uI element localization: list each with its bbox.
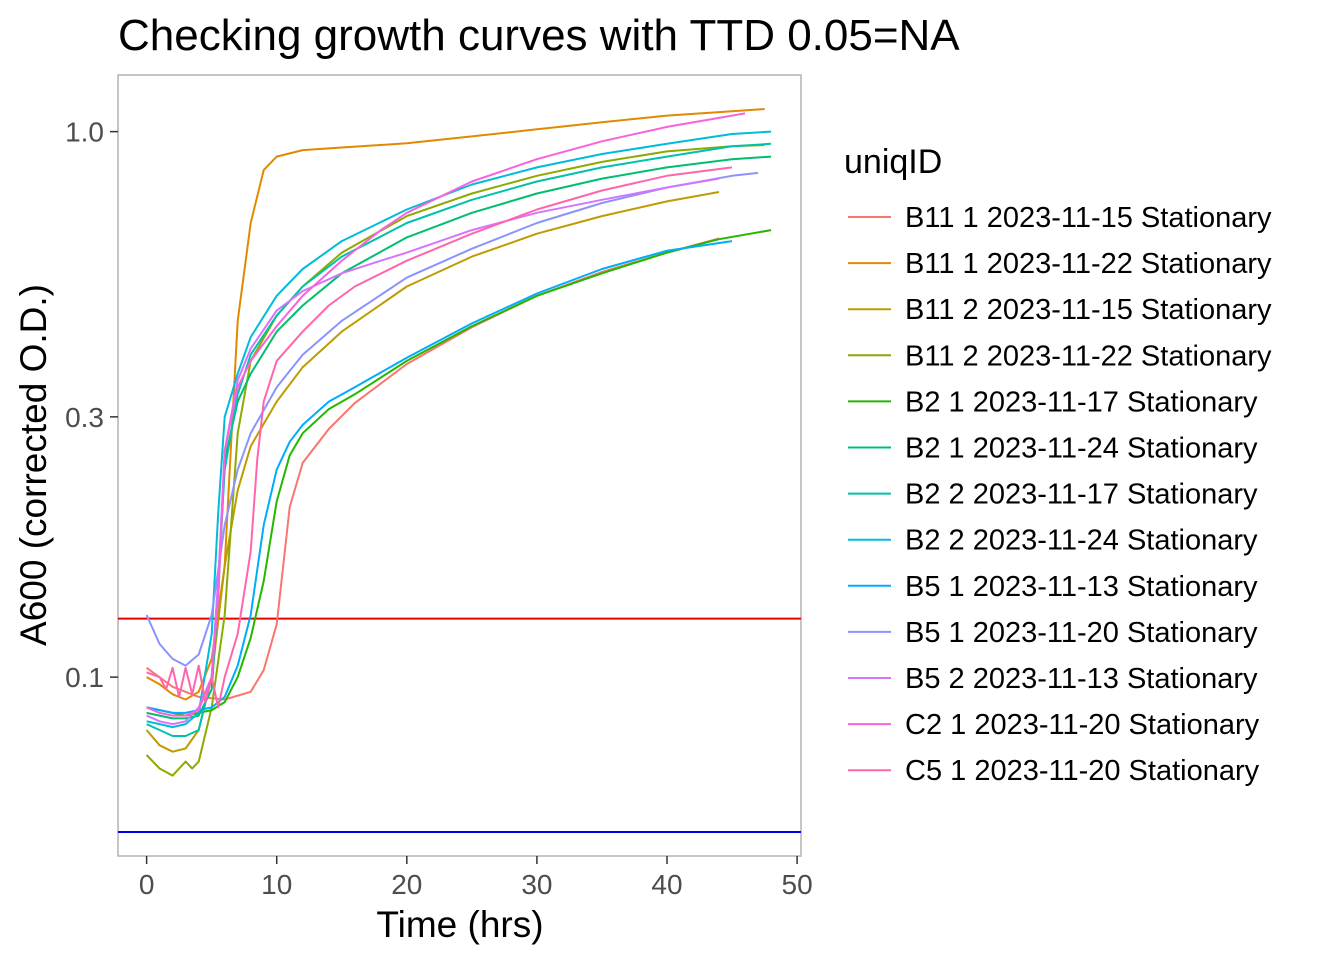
legend-title: uniqID — [844, 143, 942, 181]
legend-label-9: B5 1 2023-11-13 Stationary — [905, 571, 1258, 603]
x-tick-label: 40 — [651, 869, 682, 900]
series-line-2 — [146, 108, 765, 701]
plot-panel-border — [117, 74, 802, 857]
series-line-4 — [145, 144, 765, 777]
legend-label-12: C2 1 2023-11-20 Stationary — [905, 709, 1260, 741]
y-axis-title: A600 (corrected O.D.) — [13, 284, 54, 646]
x-tick-label: 10 — [261, 869, 292, 900]
reference-lines — [118, 617, 801, 834]
legend-label-1: B11 1 2023-11-15 Stationary — [905, 202, 1272, 234]
legend-label-5: B2 1 2023-11-17 Stationary — [905, 386, 1258, 418]
x-tick-label: 30 — [521, 869, 552, 900]
legend-label-10: B5 1 2023-11-20 Stationary — [905, 617, 1258, 649]
series-line-9 — [146, 240, 733, 714]
series-line-7 — [146, 142, 772, 737]
series-line-6 — [146, 155, 772, 720]
x-tick-label: 20 — [391, 869, 422, 900]
series-line-12 — [146, 112, 746, 717]
legend-label-2: B11 1 2023-11-22 Stationary — [905, 248, 1272, 280]
series-lines — [145, 108, 772, 777]
legend-label-8: B2 2 2023-11-24 Stationary — [905, 525, 1258, 557]
series-line-13 — [146, 166, 733, 709]
series-line-11 — [146, 177, 720, 726]
y-tick-label: 0.1 — [65, 662, 104, 693]
x-tick-label: 50 — [782, 869, 813, 900]
legend-label-6: B2 1 2023-11-24 Stationary — [905, 433, 1258, 465]
x-tick-label: 0 — [139, 869, 155, 900]
legend-label-7: B2 2 2023-11-17 Stationary — [905, 479, 1258, 511]
x-axis: 0 10 20 30 40 50 — [139, 856, 813, 900]
legend-label-11: B5 2 2023-11-13 Stationary — [905, 663, 1258, 695]
legend-label-3: B11 2 2023-11-15 Stationary — [905, 294, 1272, 326]
legend-label-13: C5 1 2023-11-20 Stationary — [905, 755, 1260, 787]
series-line-8 — [146, 130, 772, 729]
series-line-1 — [146, 237, 720, 701]
series-line-3 — [145, 191, 720, 753]
legend: uniqID B11 1 2023-11-15 Stationary B11 1 … — [844, 143, 1272, 787]
y-tick-label: 1.0 — [65, 117, 104, 148]
legend-label-4: B11 2 2023-11-22 Stationary — [905, 340, 1272, 372]
y-axis: 0.1 0.3 1.0 — [65, 117, 118, 693]
x-axis-title: Time (hrs) — [376, 904, 543, 945]
y-tick-label: 0.3 — [65, 402, 104, 433]
series-line-10 — [145, 171, 759, 667]
chart-title: Checking growth curves with TTD 0.05=NA — [118, 11, 960, 60]
